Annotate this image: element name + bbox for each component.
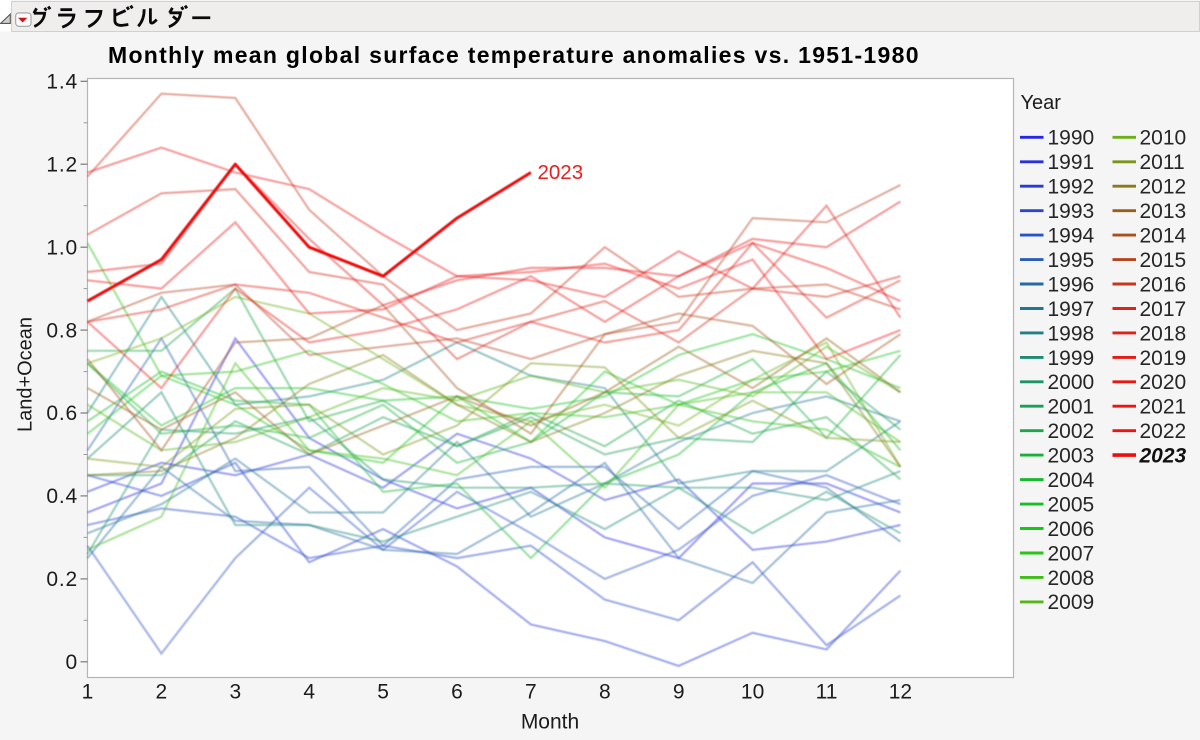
svg-text:9: 9: [673, 681, 685, 704]
svg-text:0: 0: [66, 651, 78, 674]
svg-text:2002: 2002: [1048, 420, 1095, 443]
svg-text:2014: 2014: [1140, 225, 1187, 248]
svg-text:2020: 2020: [1140, 371, 1187, 394]
svg-text:4: 4: [303, 681, 315, 704]
svg-text:Month: Month: [521, 711, 579, 734]
svg-text:2021: 2021: [1140, 396, 1187, 419]
svg-text:0.2: 0.2: [46, 568, 78, 591]
svg-text:2018: 2018: [1140, 322, 1187, 345]
svg-text:2: 2: [156, 681, 168, 704]
svg-text:1994: 1994: [1048, 225, 1095, 248]
svg-text:Land+Ocean: Land+Ocean: [15, 317, 37, 432]
svg-text:2003: 2003: [1048, 445, 1095, 468]
svg-text:1999: 1999: [1048, 347, 1095, 370]
svg-text:Monthly mean global surface te: Monthly mean global surface temperature …: [108, 42, 920, 68]
svg-text:1.2: 1.2: [46, 153, 78, 176]
svg-text:2004: 2004: [1048, 469, 1095, 492]
svg-text:2012: 2012: [1140, 176, 1187, 199]
svg-text:6: 6: [451, 681, 463, 704]
svg-text:1992: 1992: [1048, 176, 1095, 199]
svg-text:1998: 1998: [1048, 322, 1095, 345]
svg-text:0.4: 0.4: [46, 485, 78, 508]
svg-text:2008: 2008: [1048, 567, 1095, 590]
svg-text:2011: 2011: [1140, 151, 1185, 174]
svg-text:2005: 2005: [1048, 493, 1095, 516]
svg-text:2022: 2022: [1140, 420, 1187, 443]
svg-text:1: 1: [82, 681, 94, 704]
svg-text:2019: 2019: [1140, 347, 1187, 370]
svg-text:10: 10: [741, 681, 764, 704]
svg-text:2023: 2023: [538, 161, 584, 184]
svg-text:5: 5: [377, 681, 389, 704]
svg-text:2007: 2007: [1048, 542, 1095, 565]
svg-text:12: 12: [889, 681, 912, 704]
svg-text:1997: 1997: [1048, 298, 1095, 321]
svg-text:2016: 2016: [1140, 273, 1187, 296]
svg-text:1990: 1990: [1048, 127, 1095, 150]
svg-text:1996: 1996: [1048, 273, 1095, 296]
svg-text:2009: 2009: [1048, 591, 1095, 614]
svg-text:1991: 1991: [1048, 151, 1095, 174]
svg-text:2000: 2000: [1048, 371, 1095, 394]
svg-text:2017: 2017: [1140, 298, 1187, 321]
svg-text:8: 8: [599, 681, 611, 704]
svg-text:1995: 1995: [1048, 249, 1095, 272]
svg-text:0.6: 0.6: [46, 402, 78, 425]
svg-text:11: 11: [816, 681, 838, 704]
svg-text:7: 7: [525, 681, 537, 704]
svg-text:2013: 2013: [1140, 200, 1187, 223]
svg-text:2006: 2006: [1048, 518, 1095, 541]
svg-text:2015: 2015: [1140, 249, 1187, 272]
svg-text:2001: 2001: [1048, 396, 1095, 419]
svg-text:1.4: 1.4: [46, 71, 78, 94]
svg-text:3: 3: [229, 681, 241, 704]
svg-text:2010: 2010: [1140, 127, 1187, 150]
svg-text:Year: Year: [1021, 92, 1062, 114]
svg-text:1993: 1993: [1048, 200, 1095, 223]
svg-text:2023: 2023: [1139, 445, 1187, 468]
svg-text:0.8: 0.8: [46, 319, 78, 342]
svg-text:1.0: 1.0: [46, 236, 78, 259]
